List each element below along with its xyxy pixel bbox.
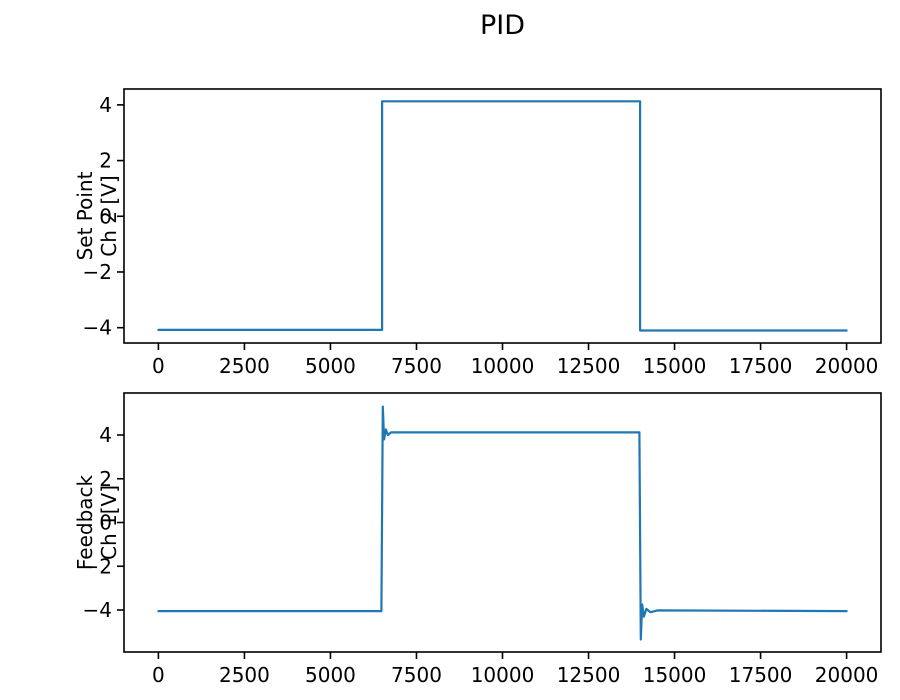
feedback-y-tick-label: 4 <box>99 423 112 447</box>
set-point-x-tick-label: 15000 <box>643 354 707 378</box>
feedback-x-tick-label: 15000 <box>643 663 707 687</box>
feedback-x-tick-label: 2500 <box>219 663 270 687</box>
set-point-x-tick-label: 2500 <box>219 354 270 378</box>
set-point-x-tick-label: 10000 <box>471 354 535 378</box>
set-point-x-tick-label: 5000 <box>305 354 356 378</box>
feedback-y-tick-label: −2 <box>83 554 112 578</box>
set-point-y-tick-label: −2 <box>83 260 112 284</box>
feedback-ylabel: FeedbackCh 1[V] <box>73 474 121 570</box>
feedback-x-tick-label: 20000 <box>815 663 879 687</box>
set-point-y-tick-label: −4 <box>83 316 112 340</box>
chart-title: PID <box>479 10 526 41</box>
set-point-y-tick-label: 4 <box>99 93 112 117</box>
set-point-line <box>157 100 848 332</box>
feedback-y-tick-label: 2 <box>99 467 112 491</box>
set-point-x-tick-label: 7500 <box>391 354 442 378</box>
set-point-y-tick-label: 0 <box>99 204 112 228</box>
feedback-y-tick-label: −4 <box>83 598 112 622</box>
feedback-x-tick-label: 12500 <box>557 663 621 687</box>
set-point-x-tick-label: 20000 <box>815 354 879 378</box>
feedback-x-tick-label: 5000 <box>305 663 356 687</box>
feedback-y-tick-label: 0 <box>99 511 112 535</box>
set-point-x-tick-label: 0 <box>152 354 165 378</box>
feedback-x-tick-label: 7500 <box>391 663 442 687</box>
feedback-line <box>157 405 848 641</box>
feedback-x-tick-label: 0 <box>152 663 165 687</box>
set-point-x-tick-label: 12500 <box>557 354 621 378</box>
set-point-x-tick-label: 17500 <box>729 354 793 378</box>
set-point-ylabel: Set PointCh 2 [V] <box>73 171 121 260</box>
set-point-y-tick-label: 2 <box>99 149 112 173</box>
feedback-x-tick-label: 10000 <box>471 663 535 687</box>
set-point-spines <box>123 88 882 344</box>
feedback-x-tick-label: 17500 <box>729 663 793 687</box>
